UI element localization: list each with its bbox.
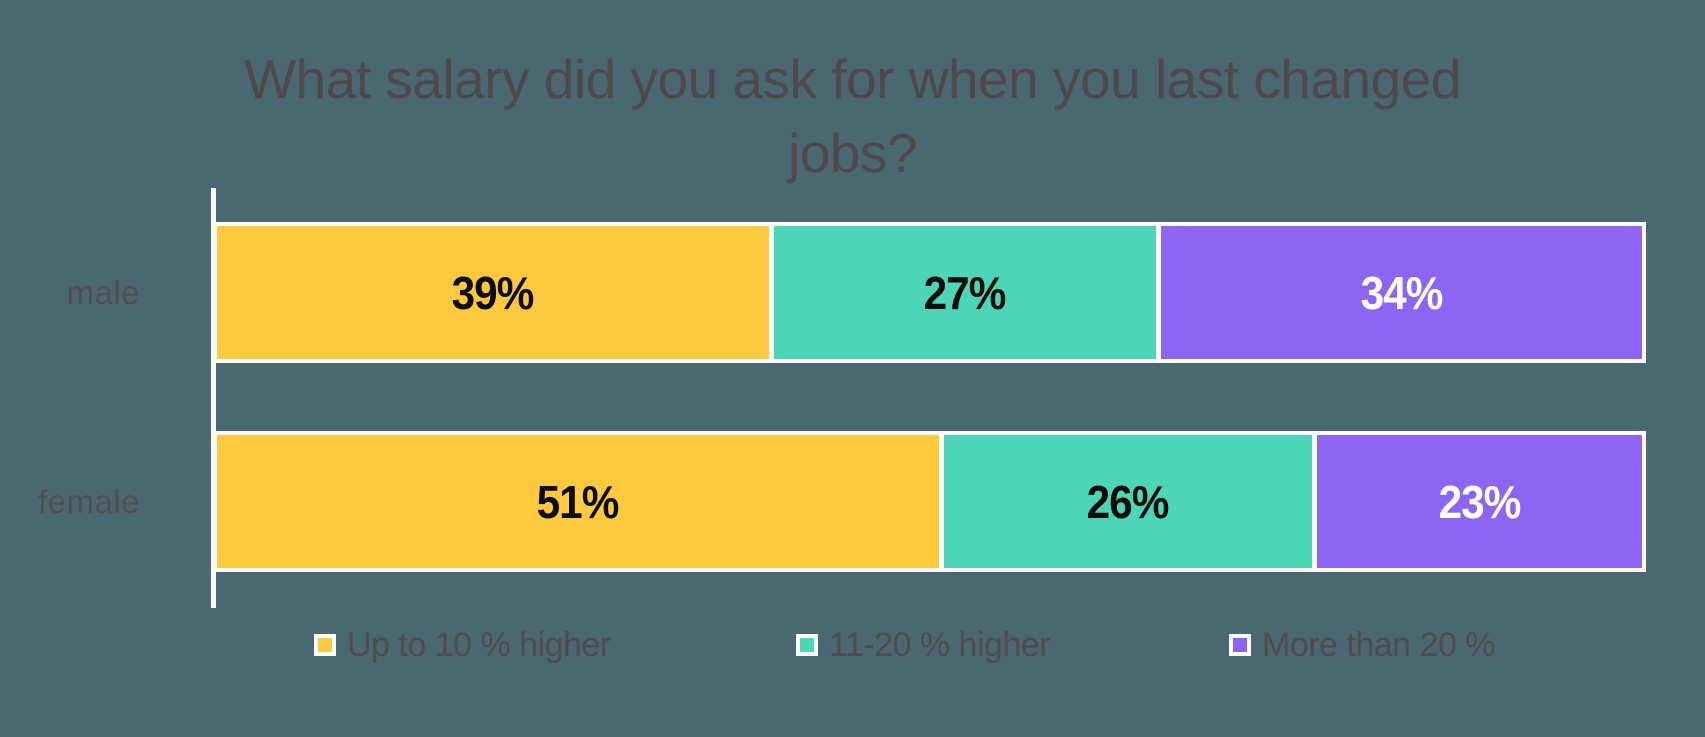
data-label: 39% [451, 266, 535, 319]
y-axis-line [211, 188, 216, 608]
legend-swatch-icon [796, 634, 818, 656]
legend-item: More than 20 % [1229, 624, 1496, 666]
data-label: 27% [923, 266, 1007, 319]
bar-row-male: male 39% 27% 34% [0, 222, 1646, 363]
bar-segment: 26% [943, 435, 1312, 568]
bar-segment: 34% [1160, 226, 1642, 359]
legend-item: 11-20 % higher [796, 624, 1051, 666]
legend-label: 11-20 % higher [829, 625, 1051, 664]
stacked-bar-male: 39% 27% 34% [213, 222, 1646, 363]
legend-swatch-icon [1229, 634, 1251, 656]
legend-label: More than 20 % [1262, 625, 1496, 664]
stacked-bar-female: 51% 26% 23% [213, 431, 1646, 572]
data-label: 23% [1438, 475, 1521, 528]
legend-swatch-icon [314, 634, 336, 656]
bar-segment: 51% [217, 435, 939, 568]
chart-title: What salary did you ask for when you las… [244, 48, 1461, 184]
legend-item: Up to 10 % higher [314, 624, 611, 666]
category-label-female: female [37, 482, 140, 520]
bar-segment: 27% [773, 226, 1156, 359]
data-label: 51% [536, 475, 620, 528]
data-label: 34% [1360, 266, 1443, 319]
bar-segment: 23% [1316, 435, 1643, 568]
legend-label: Up to 10 % higher [347, 625, 611, 664]
bar-segment: 39% [217, 226, 769, 359]
category-label-male: male [66, 273, 140, 311]
bar-row-female: female 51% 26% 23% [0, 431, 1646, 572]
data-label: 26% [1086, 475, 1170, 528]
